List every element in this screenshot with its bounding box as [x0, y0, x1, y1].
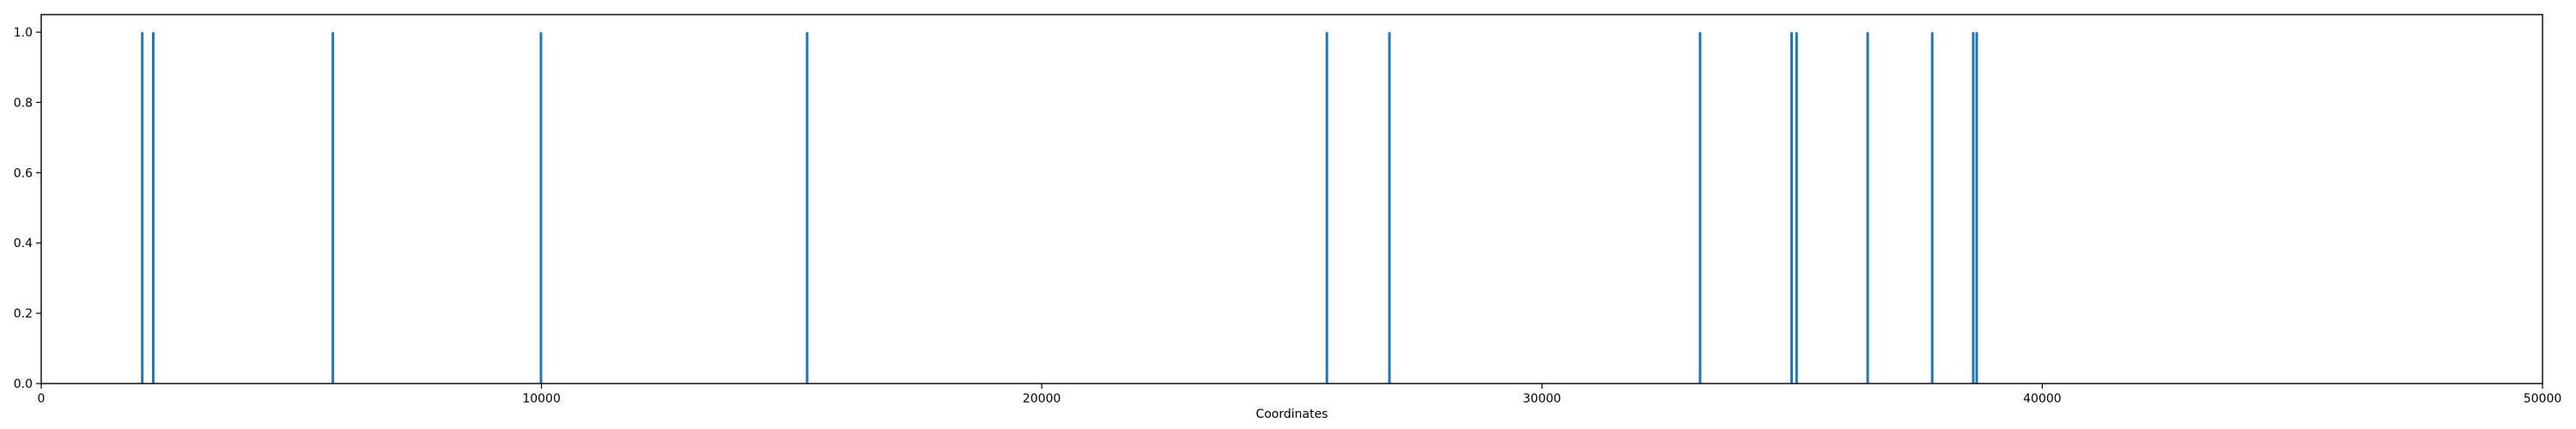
- x-tick-label-2: 20000: [1023, 392, 1061, 406]
- x-axis-ticks: 0 10000 20000 30000 40000 50000: [38, 384, 2562, 406]
- y-tick-label-5: 1.0: [14, 26, 33, 39]
- y-axis-ticks: 0.0 0.2 0.4 0.6 0.8 1.0: [14, 26, 41, 391]
- y-tick-label-2: 0.4: [14, 237, 33, 251]
- bar-0-9: [1795, 32, 1798, 384]
- bar-0-0: [141, 32, 144, 384]
- y-tick-label-1: 0.2: [14, 307, 33, 321]
- plot-frame: [40, 14, 2543, 384]
- bar-0-7: [1698, 32, 1702, 384]
- x-tick-label-1: 10000: [522, 392, 561, 406]
- bar-0-8: [1790, 32, 1794, 384]
- bar-0-12: [1971, 32, 1975, 384]
- y-tick-label-4: 0.8: [14, 96, 33, 110]
- bar-0-4: [805, 32, 809, 384]
- bar-0-1: [152, 32, 155, 384]
- x-tick-label-3: 30000: [1523, 392, 1562, 406]
- x-tick-label-0: 0: [38, 392, 46, 406]
- bar-0-2: [331, 32, 335, 384]
- bar-0-13: [1975, 32, 1978, 384]
- y-tick-label-0: 0.0: [14, 378, 33, 391]
- bar-0-11: [1930, 32, 1934, 384]
- x-tick-label-5: 50000: [2524, 392, 2562, 406]
- bar-0-3: [539, 32, 543, 384]
- bar-0-6: [1388, 32, 1391, 384]
- y-tick-label-3: 0.6: [14, 166, 33, 180]
- x-axis-label: Coordinates: [1255, 408, 1327, 421]
- bars-group: [141, 32, 1978, 384]
- bar-0-5: [1325, 32, 1328, 384]
- x-tick-label-4: 40000: [2023, 392, 2062, 406]
- bar-0-10: [1866, 32, 1869, 384]
